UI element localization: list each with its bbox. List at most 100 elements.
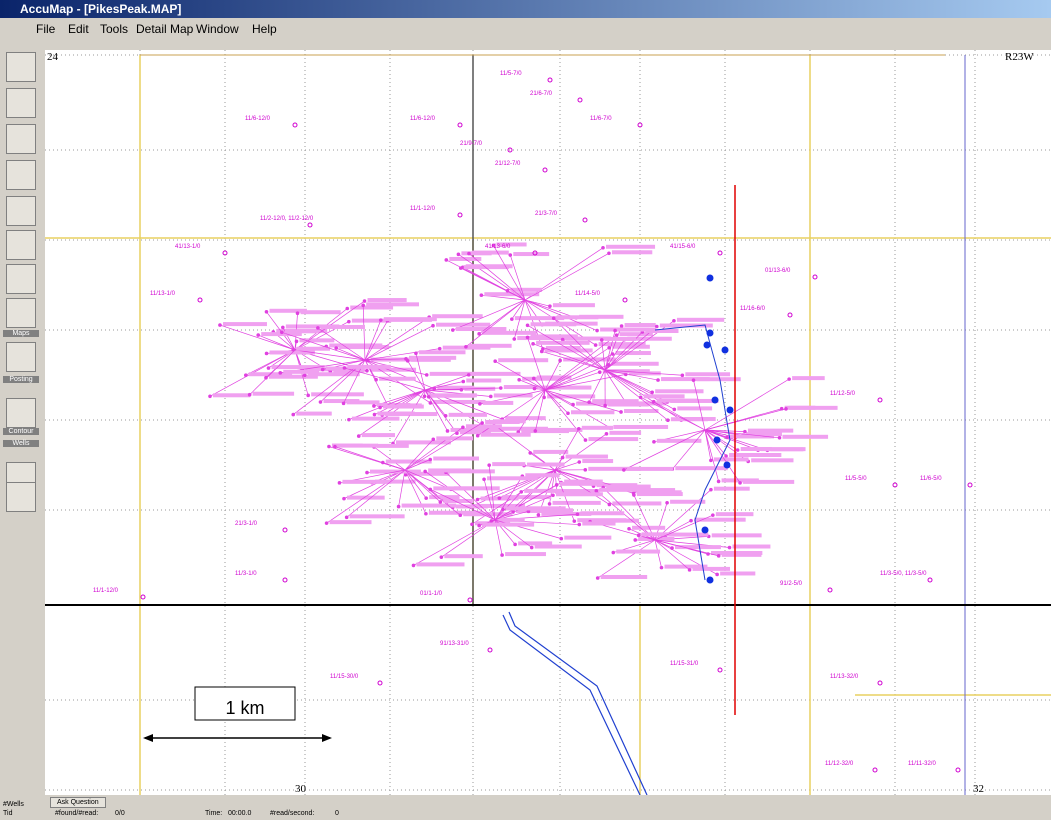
well-label-clutter [615, 351, 651, 356]
well-label-clutter [624, 408, 659, 413]
tool-button[interactable] [6, 482, 36, 512]
well-trajectory [604, 369, 675, 410]
menu-item[interactable]: Edit [68, 22, 89, 36]
well-symbol [715, 572, 719, 577]
well-symbol [577, 460, 582, 464]
well-trajectory [373, 446, 406, 471]
well-symbol [222, 250, 228, 256]
well-symbol [599, 338, 604, 342]
well-label-clutter [284, 329, 317, 334]
well-trajectory [404, 439, 434, 471]
well-symbol [525, 335, 530, 340]
well-label-clutter [401, 503, 457, 508]
well-label-clutter [565, 454, 608, 459]
well-label-clutter [494, 517, 525, 522]
well-trajectory [293, 359, 366, 415]
well-symbol [247, 392, 252, 397]
tool-button[interactable] [6, 88, 36, 118]
well-symbol [437, 346, 442, 351]
well-trajectory [597, 539, 656, 579]
well-trajectory [653, 401, 706, 431]
well-symbol [607, 345, 611, 350]
well-label-clutter [416, 562, 465, 567]
well-label-clutter [713, 486, 750, 491]
well-symbol [812, 274, 818, 280]
well-label-clutter [537, 385, 592, 390]
well-label-clutter [455, 327, 507, 332]
tool-button[interactable] [6, 398, 36, 428]
well-trajectory [704, 429, 719, 482]
well-label-clutter [659, 323, 713, 328]
well-label: 01/1-1/0 [420, 591, 443, 597]
tool-button[interactable] [6, 342, 36, 372]
well-symbol [295, 311, 300, 316]
well-symbol [438, 500, 443, 504]
well-trajectory [364, 320, 382, 361]
well-label-clutter [564, 535, 612, 540]
well-trajectory [494, 476, 523, 521]
tool-button[interactable] [6, 196, 36, 226]
tid-label: Tid [3, 810, 13, 817]
well-trajectory [524, 299, 550, 307]
well-symbol [333, 444, 337, 449]
well-label-clutter [696, 377, 741, 382]
well-trajectory [544, 374, 626, 391]
well-symbol [361, 303, 365, 308]
menu-item[interactable]: Detail Map [136, 22, 194, 36]
well-symbol [422, 394, 427, 399]
menu-item[interactable]: Help [252, 22, 277, 36]
well-trajectory [544, 389, 622, 413]
well-label-clutter [606, 244, 656, 249]
well-symbol [508, 253, 513, 257]
well-symbol [424, 373, 429, 377]
tool-button[interactable] [6, 160, 36, 190]
ask-question-button[interactable]: Ask Question [50, 797, 106, 808]
well-label-clutter [514, 316, 565, 321]
well-label: 11/6-12/0 [410, 116, 436, 122]
well-label-clutter [729, 452, 782, 457]
well-label-clutter [668, 532, 709, 537]
tool-button[interactable] [6, 230, 36, 260]
well-symbol [344, 515, 349, 520]
menu-item[interactable]: File [36, 22, 56, 36]
well-label-clutter [436, 322, 491, 327]
well-symbol [743, 429, 747, 434]
well-trajectory [404, 459, 431, 471]
well-trajectory [544, 364, 609, 391]
menu-item[interactable]: Window [196, 22, 239, 36]
well-symbol [519, 490, 524, 494]
well-trajectory [404, 469, 427, 499]
well-label: 11/12-32/0 [825, 761, 854, 767]
well-symbol [572, 519, 577, 523]
well-symbol [337, 481, 342, 485]
well-symbol [717, 250, 723, 256]
well-label-clutter [300, 310, 341, 315]
well-label-clutter [482, 400, 514, 405]
well-label-clutter [480, 432, 531, 437]
well-trajectory [326, 469, 406, 524]
well-label-clutter [463, 512, 513, 517]
well-symbol [459, 388, 464, 392]
tool-button[interactable] [6, 124, 36, 154]
well-label: 41/13-1/0 [175, 244, 201, 250]
well-symbol [619, 324, 624, 328]
well-label-clutter [636, 492, 683, 497]
menu-item[interactable]: Tools [100, 22, 129, 36]
rate-label: #read/second: [270, 810, 315, 817]
well-symbol [347, 319, 351, 324]
well-label: 41/15-6/0 [670, 244, 696, 250]
well-label-clutter [370, 357, 418, 362]
well-label-clutter [611, 250, 653, 255]
well-trajectory [588, 369, 606, 403]
well-label-clutter [376, 443, 409, 448]
well-trajectory [364, 325, 434, 361]
well-trajectory [364, 359, 427, 376]
tool-button[interactable] [6, 298, 36, 328]
well-label-clutter [459, 430, 491, 435]
tool-button[interactable] [6, 52, 36, 82]
well-symbol [597, 370, 602, 374]
well-label-clutter [563, 357, 616, 362]
well-trajectory [693, 380, 706, 431]
rate-value: 0 [335, 810, 339, 817]
tool-button[interactable] [6, 264, 36, 294]
